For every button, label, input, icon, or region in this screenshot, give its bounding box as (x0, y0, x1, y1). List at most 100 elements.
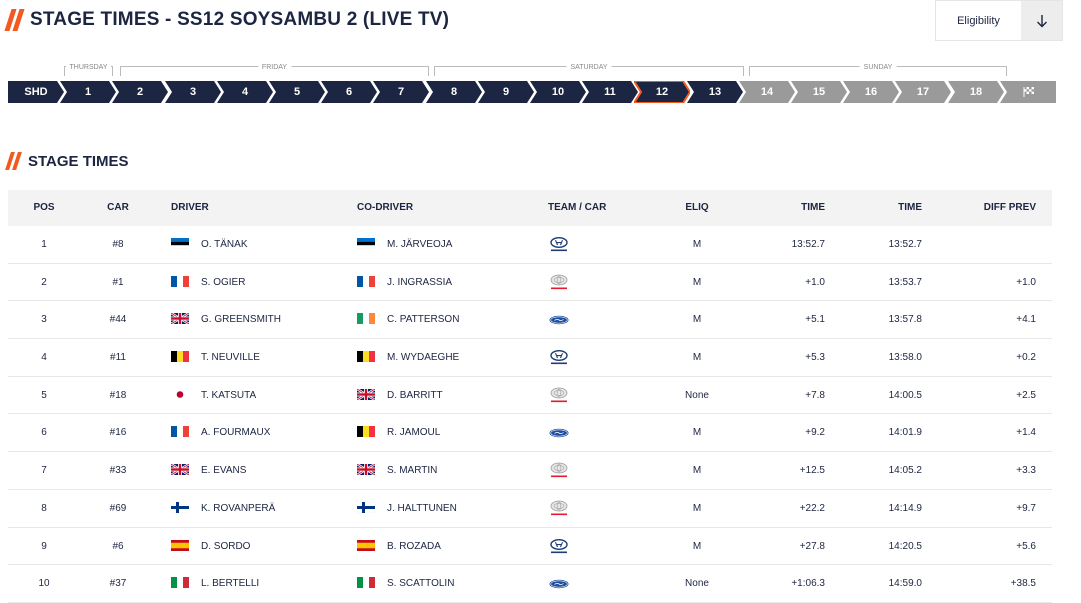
codriver-cell[interactable]: M. WYDAEGHE (357, 339, 459, 376)
stage-12[interactable]: 12 (634, 81, 690, 103)
stage-15[interactable]: 15 (791, 81, 847, 103)
arrow-down-icon (1036, 14, 1047, 27)
day-bracket-sunday: SUNDAY (749, 64, 1007, 76)
driver-cell[interactable]: K. ROVANPERÄ (171, 490, 275, 527)
codriver-cell[interactable]: J. INGRASSIA (357, 264, 452, 301)
stage-16[interactable]: 16 (843, 81, 899, 103)
eligibility-dropdown-button[interactable] (1021, 1, 1062, 40)
stage-13[interactable]: 13 (687, 81, 743, 103)
table-row[interactable]: 6 #16 A. FOURMAUX R. JAMOUL M +9.2 14:01… (8, 414, 1052, 453)
stage-chevron-shape (112, 81, 168, 103)
day-bracket-saturday: SATURDAY (434, 64, 744, 76)
time-cell: +27.8 (799, 540, 825, 552)
stage-5[interactable]: 5 (269, 81, 325, 103)
stage-17[interactable]: 17 (895, 81, 951, 103)
eligibility-filter[interactable]: Eligibility (935, 0, 1063, 41)
stage-14[interactable]: 14 (739, 81, 795, 103)
stage-9[interactable]: 9 (478, 81, 534, 103)
stage-11[interactable]: 11 (582, 81, 638, 103)
table-row[interactable]: 1 #8 O. TÄNAK M. JÄRVEOJA M 13:52.7 13:5… (8, 226, 1052, 264)
stage-finish[interactable] (1000, 81, 1056, 103)
driver-cell[interactable]: O. TÄNAK (171, 226, 248, 263)
time-cell: +5.3 (805, 352, 825, 364)
eliq-cell: M (692, 276, 702, 288)
finish-flag-icon (1023, 87, 1034, 97)
table-row[interactable]: 4 #11 T. NEUVILLE M. WYDAEGHE M +5.3 13:… (8, 339, 1052, 377)
stage-shd[interactable]: SHD (8, 81, 64, 103)
total-time-cell: 14:59.0 (888, 578, 922, 590)
stage-label: 4 (241, 86, 249, 98)
col-total-time-header[interactable]: TIME (898, 202, 922, 213)
diff-prev-cell: +1.4 (1016, 427, 1036, 439)
brand-slashes-icon (5, 152, 22, 170)
col-codriver-header[interactable]: CO-DRIVER (357, 202, 414, 213)
codriver-cell[interactable]: D. BARRITT (357, 377, 443, 414)
stage-chevron-shape (843, 81, 899, 103)
col-pos-header[interactable]: POS (33, 202, 55, 213)
codriver-cell[interactable]: S. SCATTOLIN (357, 565, 454, 602)
team-cell (548, 490, 570, 527)
car-number-cell: #1 (112, 276, 124, 288)
stage-4[interactable]: 4 (217, 81, 273, 103)
driver-name: A. FOURMAUX (201, 427, 271, 439)
flag-irl-icon (357, 313, 375, 325)
table-row[interactable]: 10 #37 L. BERTELLI S. SCATTOLIN None +1:… (8, 565, 1052, 603)
driver-cell[interactable]: T. KATSUTA (171, 377, 256, 414)
codriver-cell[interactable]: S. MARTIN (357, 452, 437, 489)
pos-cell: 9 (41, 540, 47, 552)
stage-chevron-shape (60, 81, 116, 103)
codriver-name: M. JÄRVEOJA (387, 239, 453, 250)
car-number-cell: #11 (110, 352, 126, 364)
stage-6[interactable]: 6 (321, 81, 377, 103)
driver-cell[interactable]: L. BERTELLI (171, 565, 259, 602)
col-driver-header[interactable]: DRIVER (171, 202, 209, 213)
codriver-cell[interactable]: R. JAMOUL (357, 414, 440, 451)
driver-cell[interactable]: A. FOURMAUX (171, 414, 270, 451)
eligibility-label: Eligibility (957, 14, 1000, 27)
total-time-cell: 14:00.5 (888, 389, 922, 401)
col-time-header[interactable]: TIME (801, 202, 825, 213)
stage-8[interactable]: 8 (426, 81, 482, 103)
ford-logo-icon (549, 429, 569, 438)
driver-cell[interactable]: S. OGIER (171, 264, 245, 301)
eliq-cell: None (685, 389, 709, 401)
stage-chevron-shape (791, 81, 847, 103)
table-row[interactable]: 9 #6 D. SORDO B. ROZADA M +27.8 14:20.5 … (8, 528, 1052, 566)
stage-3[interactable]: 3 (165, 81, 221, 103)
codriver-cell[interactable]: C. PATTERSON (357, 301, 459, 338)
car-number-cell: #37 (109, 578, 127, 590)
stage-label: 2 (136, 86, 144, 98)
stage-7[interactable]: 7 (373, 81, 429, 103)
codriver-cell[interactable]: B. ROZADA (357, 528, 441, 565)
table-row[interactable]: 3 #44 G. GREENSMITH C. PATTERSON M +5.1 … (8, 301, 1052, 340)
table-row[interactable]: 7 #33 E. EVANS S. MARTIN M +12.5 14:05.2… (8, 452, 1052, 490)
stage-18[interactable]: 18 (948, 81, 1004, 103)
driver-cell[interactable]: E. EVANS (171, 452, 246, 489)
stage-label: 8 (450, 86, 458, 98)
stage-2[interactable]: 2 (112, 81, 168, 103)
col-car-header[interactable]: CAR (107, 202, 129, 213)
col-eliq-header[interactable]: ELIQ (685, 202, 709, 213)
stage-1[interactable]: 1 (60, 81, 116, 103)
codriver-cell[interactable]: M. JÄRVEOJA (357, 226, 452, 263)
team-cell (548, 452, 570, 489)
pos-cell: 4 (41, 352, 47, 364)
table-row[interactable]: 8 #69 K. ROVANPERÄ J. HALTTUNEN M +22.2 … (8, 490, 1052, 528)
driver-cell[interactable]: T. NEUVILLE (171, 339, 260, 376)
stage-chevron-shape (165, 81, 221, 103)
diff-prev-cell (956, 226, 1036, 263)
pos-cell: 2 (41, 276, 47, 288)
driver-cell[interactable]: G. GREENSMITH (171, 301, 281, 338)
codriver-cell[interactable]: J. HALTTUNEN (357, 490, 457, 527)
flag-esp-icon (171, 539, 189, 551)
table-row[interactable]: 5 #18 T. KATSUTA D. BARRITT None +7.8 14… (8, 377, 1052, 415)
col-diff-prev-header[interactable]: DIFF PREV (983, 202, 1036, 213)
stage-10[interactable]: 10 (530, 81, 586, 103)
flag-est-icon (171, 238, 189, 249)
total-time-cell: 13:57.8 (888, 314, 922, 326)
table-row[interactable]: 2 #1 S. OGIER J. INGRASSIA M +1.0 13:53.… (8, 264, 1052, 302)
driver-cell[interactable]: D. SORDO (171, 528, 250, 565)
col-team-header[interactable]: TEAM / CAR (548, 202, 607, 213)
team-cell (548, 339, 570, 376)
driver-name: K. ROVANPERÄ (201, 502, 276, 514)
